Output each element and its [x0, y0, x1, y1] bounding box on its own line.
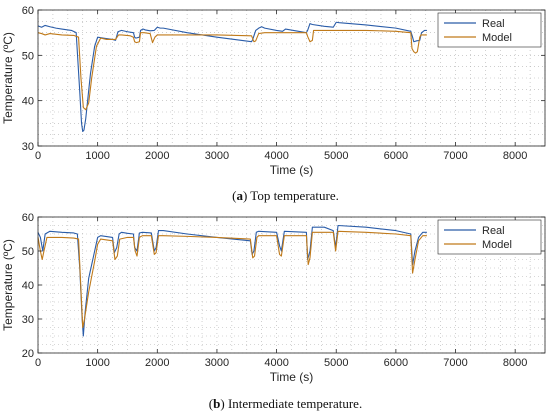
- legend: Real Model: [437, 219, 542, 255]
- legend-label-model: Model: [482, 239, 512, 251]
- x-tick-label: 7000: [443, 357, 467, 369]
- x-tick-label: 8000: [503, 357, 527, 369]
- series-line-real: [37, 21, 427, 133]
- legend-label-real: Real: [482, 18, 505, 30]
- chart-intermediate-temperature: 0 1000 2000 3000 4000 5000 6000 7000 8000 20 30 40 5…: [1, 212, 546, 411]
- x-tick-label: 0: [35, 150, 41, 162]
- x-tick-label: 3000: [205, 357, 229, 369]
- x-tick-label: 2000: [145, 357, 169, 369]
- legend: Real Model: [437, 12, 542, 48]
- y-tick-label: 60: [22, 5, 34, 17]
- y-tick-label: 20: [22, 348, 34, 360]
- x-tick-label: 8000: [503, 150, 527, 162]
- caption-letter: b: [213, 396, 220, 411]
- x-tick-label: 0: [35, 357, 41, 369]
- caption-letter: a: [236, 188, 243, 203]
- figure-caption: (a) Top temperature.: [232, 188, 339, 203]
- x-tick-label: 5000: [324, 150, 348, 162]
- x-tick-label: 3000: [205, 150, 229, 162]
- axes-box: [37, 9, 546, 147]
- y-tick-label: 60: [22, 212, 34, 224]
- legend-box: [437, 12, 542, 48]
- figure-caption: (b) Intermediate temperature.: [209, 396, 362, 411]
- y-tick-label: 50: [22, 50, 34, 62]
- x-tick-label: 2000: [145, 150, 169, 162]
- x-tick-label: 6000: [384, 150, 408, 162]
- x-tick-label: 1000: [85, 150, 109, 162]
- series-line-model: [37, 230, 427, 329]
- x-tick-label: 6000: [384, 357, 408, 369]
- x-axis-label: Time (s): [270, 163, 314, 177]
- legend-box: [437, 219, 542, 255]
- series-line-model: [37, 29, 427, 111]
- x-tick-label: 1000: [85, 357, 109, 369]
- y-axis-label: Temperature (ºC): [1, 32, 15, 124]
- chart-top-temperature: 0 1000 2000 3000 4000 5000 6000 7000 8000 30 40 50 6…: [1, 5, 546, 203]
- legend-label-real: Real: [482, 225, 505, 237]
- x-tick-label: 4000: [264, 357, 288, 369]
- caption-text: ) Top temperature.: [243, 188, 339, 203]
- x-tick-label: 4000: [264, 150, 288, 162]
- y-axis-label: Temperature (ºC): [1, 239, 15, 331]
- x-tick-label: 5000: [324, 357, 348, 369]
- caption-text: ) Intermediate temperature.: [220, 396, 362, 411]
- y-tick-label: 30: [22, 141, 34, 153]
- x-axis-label: Time (s): [270, 370, 314, 384]
- y-tick-label: 30: [22, 314, 34, 326]
- y-tick-label: 40: [22, 96, 34, 108]
- legend-label-model: Model: [482, 32, 512, 44]
- y-tick-label: 40: [22, 280, 34, 292]
- y-tick-label: 50: [22, 246, 34, 258]
- x-tick-label: 7000: [443, 150, 467, 162]
